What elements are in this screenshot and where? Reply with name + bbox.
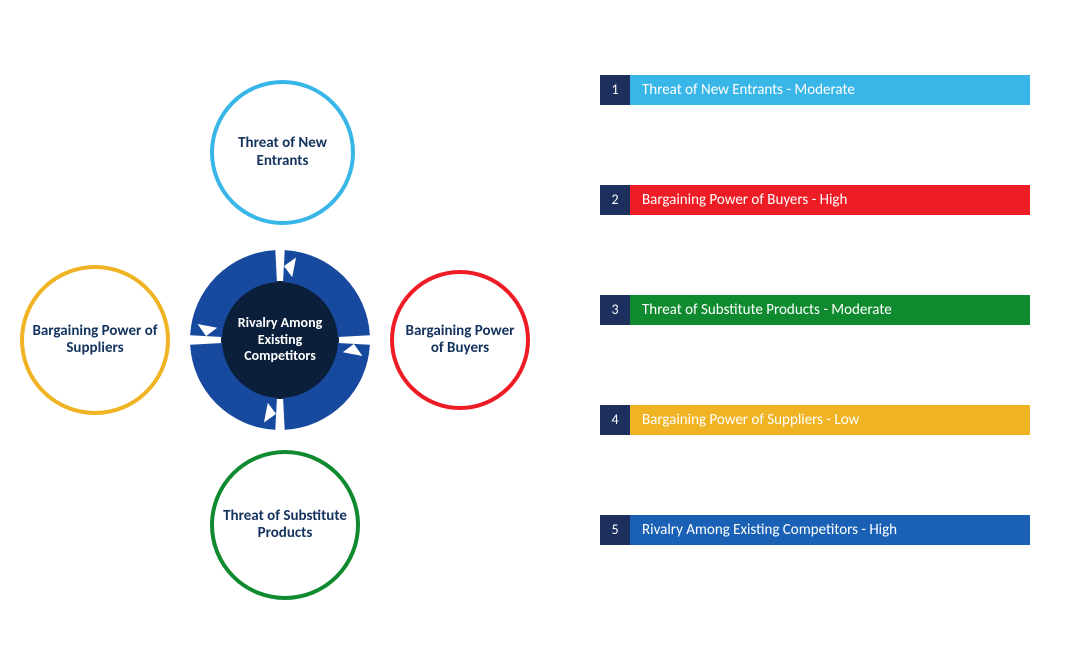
legend-bar: Bargaining Power of Suppliers - Low [630,405,1030,435]
force-bargaining-power-buyers: Bargaining Power of Buyers [390,270,530,410]
force-label: Threat of New Entrants [222,135,343,170]
legend-number: 5 [600,515,630,545]
center-ring [190,250,370,430]
five-forces-figure: Rivalry Among Existing Competitors Threa… [0,0,1079,645]
force-threat-new-entrants: Threat of New Entrants [210,80,355,225]
legend-bar: Threat of Substitute Products - Moderate [630,295,1030,325]
legend-number: 2 [600,185,630,215]
legend-row: 5 Rivalry Among Existing Competitors - H… [600,515,1030,545]
legend-row: 1 Threat of New Entrants - Moderate [600,75,1030,105]
legend-bar: Bargaining Power of Buyers - High [630,185,1030,215]
force-bargaining-power-suppliers: Bargaining Power of Suppliers [20,265,170,415]
legend-number: 3 [600,295,630,325]
legend-bar: Threat of New Entrants - Moderate [630,75,1030,105]
force-threat-substitute-products: Threat of Substitute Products [210,450,360,600]
legend-row: 3 Threat of Substitute Products - Modera… [600,295,1030,325]
force-label: Bargaining Power of Buyers [402,323,518,358]
legend-row: 2 Bargaining Power of Buyers - High [600,185,1030,215]
legend: 1 Threat of New Entrants - Moderate 2 Ba… [600,75,1030,545]
legend-number: 1 [600,75,630,105]
force-label: Threat of Substitute Products [222,508,348,543]
legend-number: 4 [600,405,630,435]
legend-bar: Rivalry Among Existing Competitors - Hig… [630,515,1030,545]
force-label: Bargaining Power of Suppliers [32,323,158,358]
legend-row: 4 Bargaining Power of Suppliers - Low [600,405,1030,435]
forces-diagram: Rivalry Among Existing Competitors Threa… [10,40,570,610]
